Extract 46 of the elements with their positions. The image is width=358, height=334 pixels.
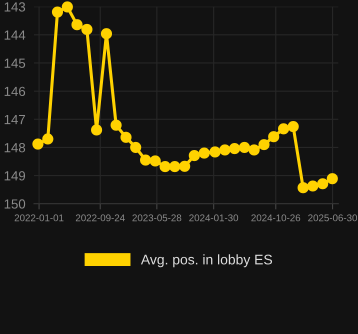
point	[91, 124, 102, 136]
point	[298, 182, 309, 194]
point	[130, 142, 142, 153]
point	[219, 144, 230, 156]
point	[248, 144, 260, 156]
point	[278, 123, 290, 134]
point	[326, 173, 338, 184]
legend-label: Avg. pos. in lobby ES	[140, 254, 272, 268]
y-tick-label: 143	[4, 2, 26, 12]
point	[62, 1, 73, 13]
y-tick-label: 150	[4, 199, 26, 209]
y-tick-label: 147	[4, 114, 26, 124]
point	[288, 121, 299, 132]
x-tick-label: 2024-01-30	[189, 214, 238, 222]
x-tick-label: 2022-09-24	[76, 214, 125, 222]
point	[268, 131, 280, 142]
point	[120, 132, 132, 143]
x-tick-label: 2022-01-01	[14, 214, 64, 222]
point	[81, 24, 92, 36]
point	[188, 150, 200, 162]
point	[150, 155, 161, 167]
y-tick-label: 146	[4, 86, 26, 96]
point	[169, 161, 180, 172]
x-tick-label: 2023-05-28	[132, 214, 182, 222]
y-tick-label: 149	[4, 171, 26, 180]
point	[179, 160, 190, 172]
point	[229, 143, 240, 154]
point	[238, 142, 250, 153]
point	[71, 19, 83, 30]
y-tick-label: 145	[4, 58, 26, 68]
y-tick-label: 148	[4, 143, 26, 152]
point	[52, 6, 64, 18]
point	[32, 138, 44, 150]
point	[258, 139, 270, 150]
point	[198, 148, 210, 159]
point	[307, 180, 318, 192]
point	[209, 146, 221, 158]
point	[100, 28, 112, 40]
point	[140, 154, 152, 166]
point	[317, 178, 328, 190]
x-tick-label: 2024-10-26	[251, 214, 300, 222]
point	[42, 133, 54, 145]
x-tick-label: 2025-06-30	[308, 214, 358, 222]
y-tick-label: 144	[4, 30, 26, 40]
point	[110, 120, 122, 131]
point	[160, 161, 171, 172]
